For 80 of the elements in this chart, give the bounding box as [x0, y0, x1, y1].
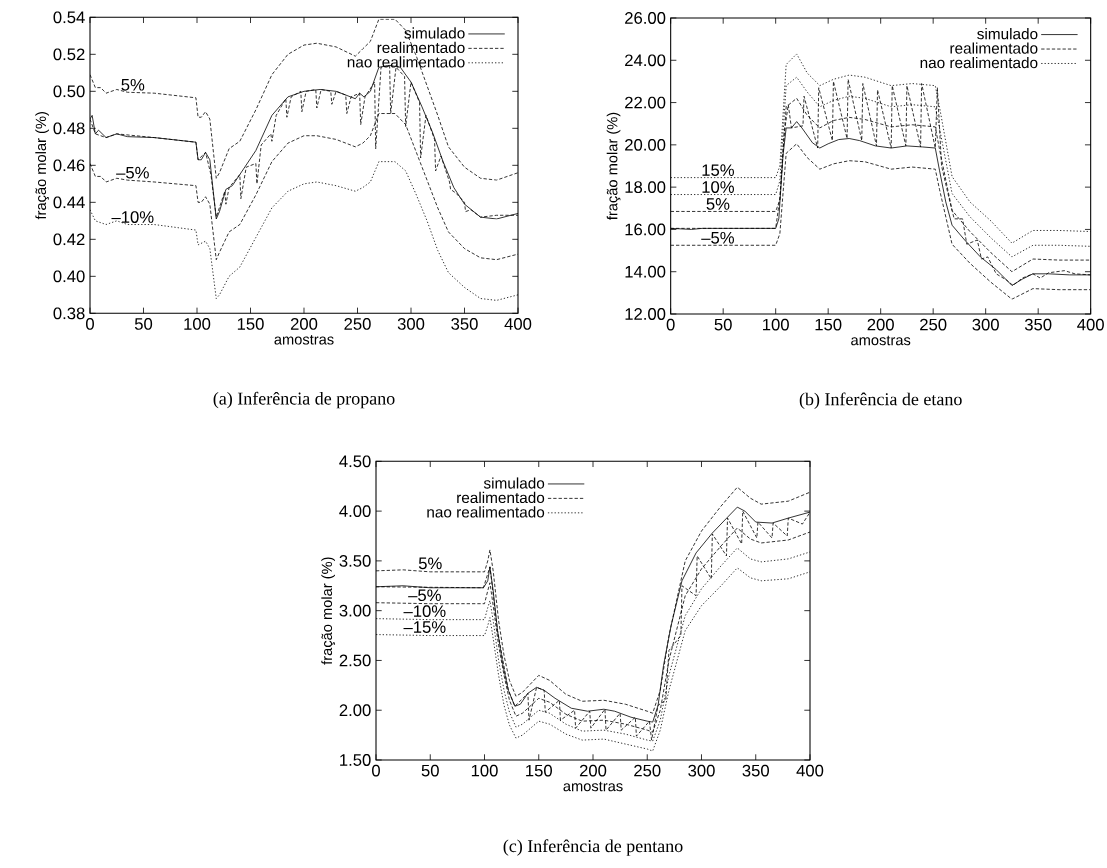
- y-tick-label: 0.42: [53, 233, 85, 246]
- x-tick-label: 0: [372, 764, 380, 777]
- x-tick-label: 300: [972, 318, 999, 331]
- text: (c) Inferência de pentano: [503, 839, 683, 856]
- legend-label: simulado: [977, 28, 1038, 40]
- y-tick-label: 1.50: [340, 754, 371, 766]
- annotation: –5%: [701, 231, 734, 244]
- x-tick-label: 350: [451, 318, 478, 330]
- annotation: –15%: [403, 621, 446, 633]
- y-tick-label: 14.00: [625, 265, 666, 278]
- x-tick-label: 400: [1077, 318, 1104, 331]
- x-tick-label: 150: [815, 318, 842, 331]
- x-tick-label: 100: [763, 318, 789, 331]
- annotation: –10%: [111, 211, 154, 223]
- annotation: 15%: [702, 164, 734, 177]
- y-tick-label: 0.48: [53, 122, 85, 135]
- x-tick-label: 0: [86, 318, 94, 330]
- y-tick-label: 0.54: [53, 11, 85, 24]
- x-tick-label: 250: [344, 318, 371, 330]
- x-tick-label: 50: [421, 764, 439, 777]
- x-tick-label: 250: [634, 764, 661, 777]
- x-axis-title: amostras: [563, 781, 623, 792]
- y-tick-label: 0.44: [53, 196, 85, 209]
- annotation: 5%: [418, 557, 442, 570]
- y-tick-label: 22.00: [625, 96, 666, 109]
- legend-label: simulado: [404, 27, 465, 39]
- x-tick-label: 50: [134, 318, 153, 330]
- annotation: –5%: [408, 589, 441, 602]
- y-tick-label: 2.00: [339, 704, 371, 717]
- x-tick-label: 300: [688, 764, 715, 777]
- legend-label: realimentado: [377, 41, 465, 54]
- x-tick-label: 100: [471, 764, 498, 777]
- y-axis-title: fração molar (%): [35, 112, 50, 220]
- annotation: –5%: [116, 166, 149, 179]
- x-tick-label: 400: [796, 764, 824, 777]
- legend-label: simulado: [483, 477, 545, 489]
- y-tick-label: 0.52: [53, 48, 85, 61]
- y-tick-label: 24.00: [625, 54, 666, 67]
- x-tick-label: 150: [526, 764, 552, 777]
- x-tick-label: 0: [666, 318, 675, 331]
- y-tick-label: 2.50: [339, 654, 371, 667]
- text: (b) Inferência de etano: [799, 392, 962, 409]
- annotation: 5%: [706, 198, 730, 210]
- text: (a) Inferência de propano: [213, 391, 395, 409]
- x-tick-label: 150: [237, 318, 264, 330]
- legend-label: nao realimentado: [427, 506, 545, 518]
- y-tick-label: 4.50: [339, 455, 371, 468]
- x-tick-label: 400: [504, 318, 532, 330]
- x-axis-title: amostras: [274, 335, 334, 345]
- y-tick-label: 12.00: [625, 308, 666, 320]
- y-tick-label: 3.00: [339, 604, 371, 617]
- legend-label: nao realimentado: [920, 56, 1038, 69]
- x-tick-label: 100: [184, 318, 211, 330]
- y-tick-label: 0.46: [53, 159, 85, 172]
- y-tick-label: 18.00: [625, 181, 666, 194]
- y-tick-label: 3.50: [339, 555, 371, 567]
- y-tick-label: 26.00: [625, 12, 666, 24]
- y-tick-label: 4.00: [339, 505, 371, 518]
- legend-label: realimentado: [950, 42, 1038, 54]
- y-tick-label: 0.40: [53, 270, 85, 283]
- x-tick-label: 350: [1024, 318, 1052, 331]
- annotation: –10%: [403, 605, 446, 618]
- y-tick-label: 20.00: [625, 138, 666, 151]
- x-tick-label: 200: [290, 318, 318, 330]
- y-tick-label: 16.00: [625, 223, 666, 236]
- x-tick-label: 200: [867, 318, 894, 331]
- annotation: 5%: [121, 78, 145, 91]
- x-tick-label: 250: [920, 318, 947, 331]
- legend-label: realimentado: [457, 491, 545, 504]
- x-tick-label: 350: [742, 764, 769, 777]
- annotation: 10%: [702, 181, 734, 193]
- y-axis-title: fração molar (%): [321, 557, 336, 665]
- x-tick-label: 200: [579, 764, 607, 777]
- x-tick-label: 300: [397, 318, 425, 330]
- x-tick-label: 50: [714, 318, 732, 331]
- y-tick-label: 0.50: [53, 85, 85, 98]
- x-axis-title: amostras: [851, 335, 911, 346]
- y-axis-title: fração molar (%): [606, 112, 621, 220]
- legend-label: nao realimentado: [347, 56, 465, 68]
- y-tick-label: 0.38: [53, 307, 85, 320]
